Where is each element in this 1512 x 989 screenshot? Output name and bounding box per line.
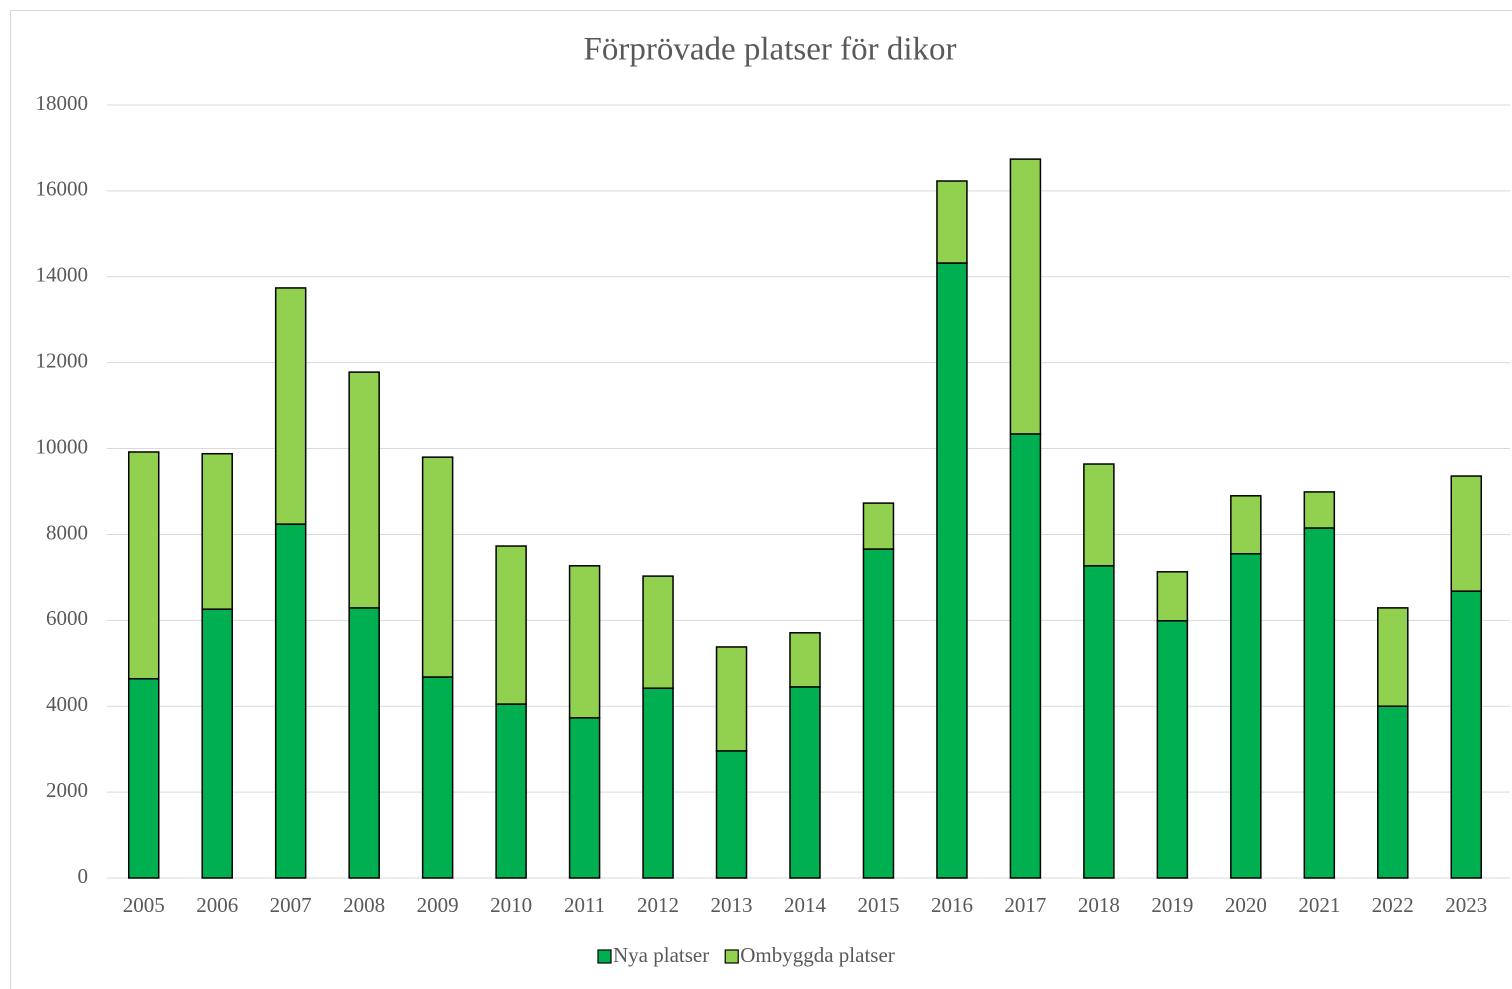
x-tick-label: 2014: [784, 893, 827, 917]
bar-segment: [1083, 565, 1115, 879]
chart-title: Förprövade platser för dikor: [584, 32, 957, 68]
y-tick-label: 0: [78, 864, 89, 888]
legend-label: Nya platser: [613, 943, 709, 967]
bar-segment: [642, 687, 674, 879]
x-tick-label: 2008: [343, 893, 385, 917]
bar-segment: [1156, 571, 1189, 622]
x-tick-label: 2015: [857, 893, 899, 917]
bar-segment: [274, 523, 307, 879]
bar-segment: [936, 262, 968, 879]
bar-segment: [862, 548, 895, 879]
y-tick-label: 10000: [36, 434, 89, 458]
y-tick-label: 18000: [36, 91, 89, 115]
x-tick-label: 2012: [637, 893, 679, 917]
bar-segment: [274, 287, 307, 525]
bar-segment: [1156, 620, 1189, 879]
bar-segment: [862, 502, 895, 550]
bar-segment: [421, 456, 454, 678]
x-tick-label: 2016: [931, 893, 973, 917]
legend-swatch: [724, 949, 739, 964]
bar-segment: [201, 452, 233, 610]
bar-segment: [348, 607, 380, 879]
bar-segment: [1450, 475, 1483, 592]
y-tick-label: 2000: [46, 778, 88, 802]
y-tick-label: 4000: [46, 692, 88, 716]
bar-segment: [495, 545, 527, 705]
x-tick-label: 2018: [1078, 893, 1120, 917]
bar-segment: [715, 646, 748, 752]
x-tick-label: 2022: [1372, 893, 1414, 917]
bar-segment: [568, 717, 601, 879]
bar-segment: [127, 451, 160, 680]
bar-segment: [495, 703, 527, 879]
x-tick-label: 2010: [490, 893, 532, 917]
x-tick-label: 2017: [1004, 893, 1046, 917]
bar-segment: [1450, 590, 1483, 879]
bar-segment: [1230, 495, 1262, 555]
y-tick-label: 6000: [46, 606, 88, 630]
chart-border: [10, 10, 1512, 989]
bar-segment: [1083, 463, 1115, 567]
y-tick-label: 14000: [36, 263, 89, 287]
y-tick-label: 12000: [36, 348, 89, 372]
legend-label: Ombyggda platser: [740, 943, 895, 967]
bar-segment: [1009, 433, 1042, 879]
bar-segment: [201, 608, 233, 879]
bar-segment: [421, 676, 454, 879]
y-tick-label: 16000: [36, 177, 89, 201]
bar-segment: [715, 750, 748, 879]
bar-segment: [1303, 527, 1336, 879]
x-tick-label: 2007: [270, 893, 312, 917]
bar-segment: [1009, 158, 1042, 435]
bar-segment: [789, 686, 821, 879]
bar-segment: [348, 371, 380, 609]
bar-segment: [568, 565, 601, 719]
bar-segment: [1303, 491, 1336, 529]
bar-segment: [127, 677, 160, 879]
bar-segment: [1377, 705, 1409, 879]
x-tick-label: 2020: [1225, 893, 1267, 917]
x-tick-label: 2013: [711, 893, 753, 917]
x-tick-label: 2009: [417, 893, 459, 917]
bar-segment: [642, 575, 674, 689]
bar-segment: [1230, 553, 1262, 879]
bar-segment: [789, 632, 821, 688]
y-tick-label: 8000: [46, 520, 88, 544]
legend-swatch: [597, 949, 612, 964]
x-tick-label: 2019: [1151, 893, 1193, 917]
bar-segment: [1377, 607, 1409, 707]
x-tick-label: 2006: [196, 893, 238, 917]
x-tick-label: 2011: [564, 893, 605, 917]
x-tick-label: 2023: [1445, 893, 1487, 917]
x-tick-label: 2021: [1298, 893, 1340, 917]
x-tick-label: 2005: [123, 893, 165, 917]
bar-segment: [936, 180, 968, 264]
